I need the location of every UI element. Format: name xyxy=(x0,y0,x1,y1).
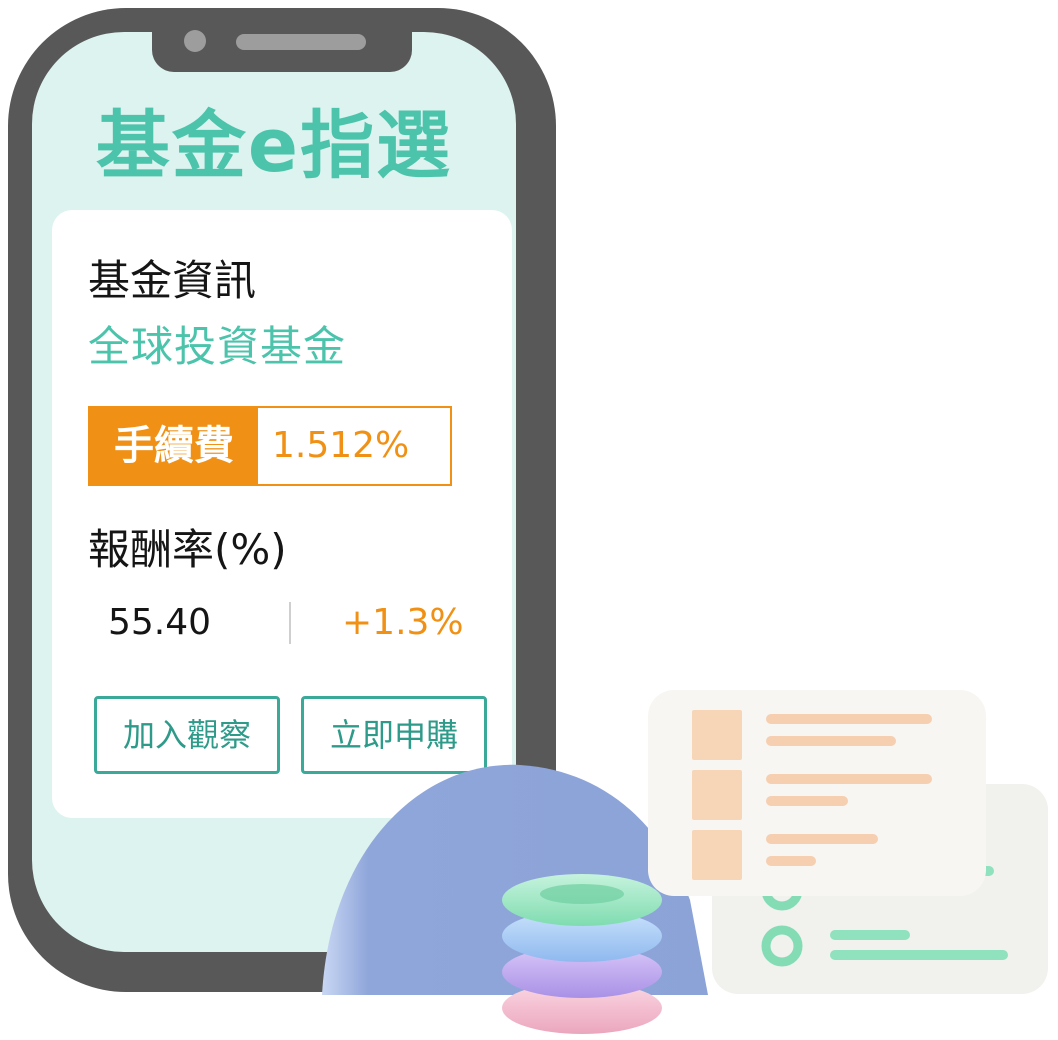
fee-label: 手續費 xyxy=(90,408,258,484)
fund-type: 全球投資基金 xyxy=(88,322,347,371)
fee-value: 1.512% xyxy=(272,425,410,466)
fee-box: 手續費 1.512% xyxy=(88,406,452,486)
app-title: 基金e指選 xyxy=(95,103,453,189)
nav-value: 55.40 xyxy=(108,602,212,643)
subscribe-now-button[interactable]: 立即申購 xyxy=(301,696,487,774)
value-divider xyxy=(289,602,291,644)
add-to-watchlist-button[interactable]: 加入觀察 xyxy=(94,696,280,774)
camera-icon xyxy=(184,30,206,52)
stacked-rings-and-cards-icon xyxy=(322,690,1048,1034)
fund-info-label: 基金資訊 xyxy=(88,256,257,305)
return-rate-label: 報酬率(%) xyxy=(88,525,287,574)
speaker-icon xyxy=(236,34,366,50)
change-value: +1.3% xyxy=(342,602,464,643)
